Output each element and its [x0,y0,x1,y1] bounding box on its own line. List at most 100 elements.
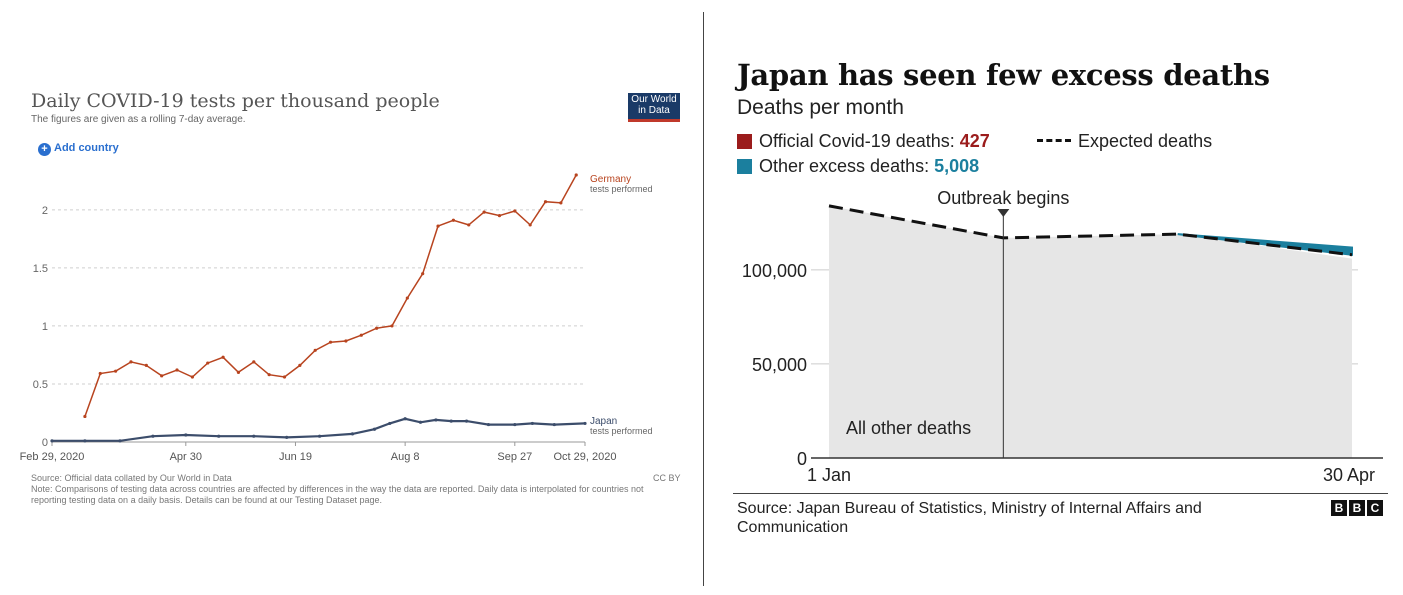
data-point [497,214,502,218]
right-chart-source: Source: Japan Bureau of Statistics, Mini… [737,500,1202,536]
x-tick-label: 30 Apr [1323,465,1375,485]
data-point [583,421,587,426]
left-chart-note: Note: Comparisons of testing data across… [31,484,644,505]
data-point [436,224,440,228]
area-label: All other deaths [846,418,971,438]
legend-expected: Expected deaths [1037,131,1212,152]
data-point [313,348,317,352]
area-all-other-deaths [829,205,1352,458]
data-point [559,201,563,205]
left-chart-title: Daily COVID-19 tests per thousand people [31,90,440,112]
panel-divider [703,12,704,586]
legend-official-label: Official Covid-19 deaths: [759,131,960,151]
add-country-button[interactable]: + Add country [38,142,119,156]
data-point [543,200,548,204]
x-tick-label: 1 Jan [807,465,851,485]
legend-expected-label: Expected deaths [1078,131,1213,151]
data-point [175,368,179,372]
series-line-japan [52,417,586,442]
y-tick-label: 50,000 [752,355,807,375]
line-expected-deaths [828,204,1353,257]
data-point [403,417,407,421]
data-point [190,375,194,379]
bbc-logo-letter: B [1331,500,1347,516]
y-tick-label: 1 [42,321,48,333]
license-link[interactable]: CC BY [653,473,681,483]
y-tick-label: 0 [797,449,807,469]
data-point [236,370,241,374]
source-rule [733,493,1388,494]
y-tick-label: 0.5 [33,379,48,391]
data-point [285,435,289,439]
x-tick-label: Aug 8 [391,451,420,463]
data-point [513,209,517,213]
bbc-area-chart: 0 50,000 100,000 1 Jan 30 Apr Outbreak begins… [742,188,1383,485]
data-point [118,439,122,443]
x-tick-label: Feb 29, 2020 [20,451,85,463]
x-tick-label: Apr 30 [170,451,202,463]
data-point [184,433,188,437]
data-point [252,360,256,364]
annotation-label: Outbreak begins [937,188,1069,208]
owid-logo-line2: in Data [638,105,670,116]
series-end-sublabel: tests performed [590,184,653,194]
data-point [574,173,578,177]
legend-excess-swatch [737,159,752,174]
bbc-logo-letter: B [1349,500,1365,516]
left-chart-subtitle: The figures are given as a rolling 7-day… [31,114,246,125]
data-point [160,374,164,378]
y-tick-label: 1.5 [33,263,48,275]
data-point [144,363,148,367]
data-point [221,355,225,359]
bbc-logo: B B C [1331,500,1383,516]
x-tick-label: Sep 27 [497,451,532,463]
bbc-logo-letter: C [1367,500,1383,516]
right-chart-title: Japan has seen few excess deaths [737,58,1270,92]
data-point [267,373,271,377]
legend-excess-value: 5,008 [934,156,980,176]
add-country-label: Add country [54,142,119,154]
data-point [282,375,287,379]
owid-logo-line1: Our World [631,94,677,105]
data-point [467,223,471,227]
y-tick-label: 100,000 [742,261,807,281]
data-point [418,420,423,424]
data-point [298,363,302,367]
left-chart-source: Source: Official data collated by Our Wo… [31,473,232,483]
left-chart-footnote: Source: Official data collated by Our Wo… [31,473,661,506]
legend-excess-label: Other excess deaths: [759,156,935,176]
data-point [451,218,455,222]
data-point [252,434,256,438]
x-tick-label: Oct 29, 2020 [554,451,617,463]
data-point [114,369,118,373]
legend-official-swatch [737,134,752,149]
right-chart-subtitle: Deaths per month [737,96,904,119]
data-point [482,210,486,214]
legend-official-value: 427 [959,131,990,151]
data-point [98,371,102,376]
data-point [528,223,532,227]
data-point [129,360,133,364]
data-point [217,434,221,438]
data-point [486,422,491,427]
data-point [464,419,469,423]
data-point [449,419,453,423]
owid-line-chart: 0 0.5 1 1.5 2 Feb 29, 2020 Apr 30 Jun 19 Aug 8 Se… [20,173,653,463]
data-point [344,339,348,343]
data-point [552,422,556,427]
x-tick-label: Jun 19 [279,451,312,463]
data-point [317,434,322,438]
series-line-germany [84,174,577,417]
data-point [405,296,409,300]
data-point [421,272,425,276]
series-end-label: Germany [590,174,631,185]
owid-logo[interactable]: Our World in Data [628,93,680,122]
data-point [206,361,210,365]
series-end-label: Japan [590,416,617,427]
data-point [350,432,355,436]
annotation-marker [997,209,1010,217]
data-point [375,326,379,330]
data-point [50,439,54,443]
data-point [83,439,87,443]
data-point [328,340,333,344]
